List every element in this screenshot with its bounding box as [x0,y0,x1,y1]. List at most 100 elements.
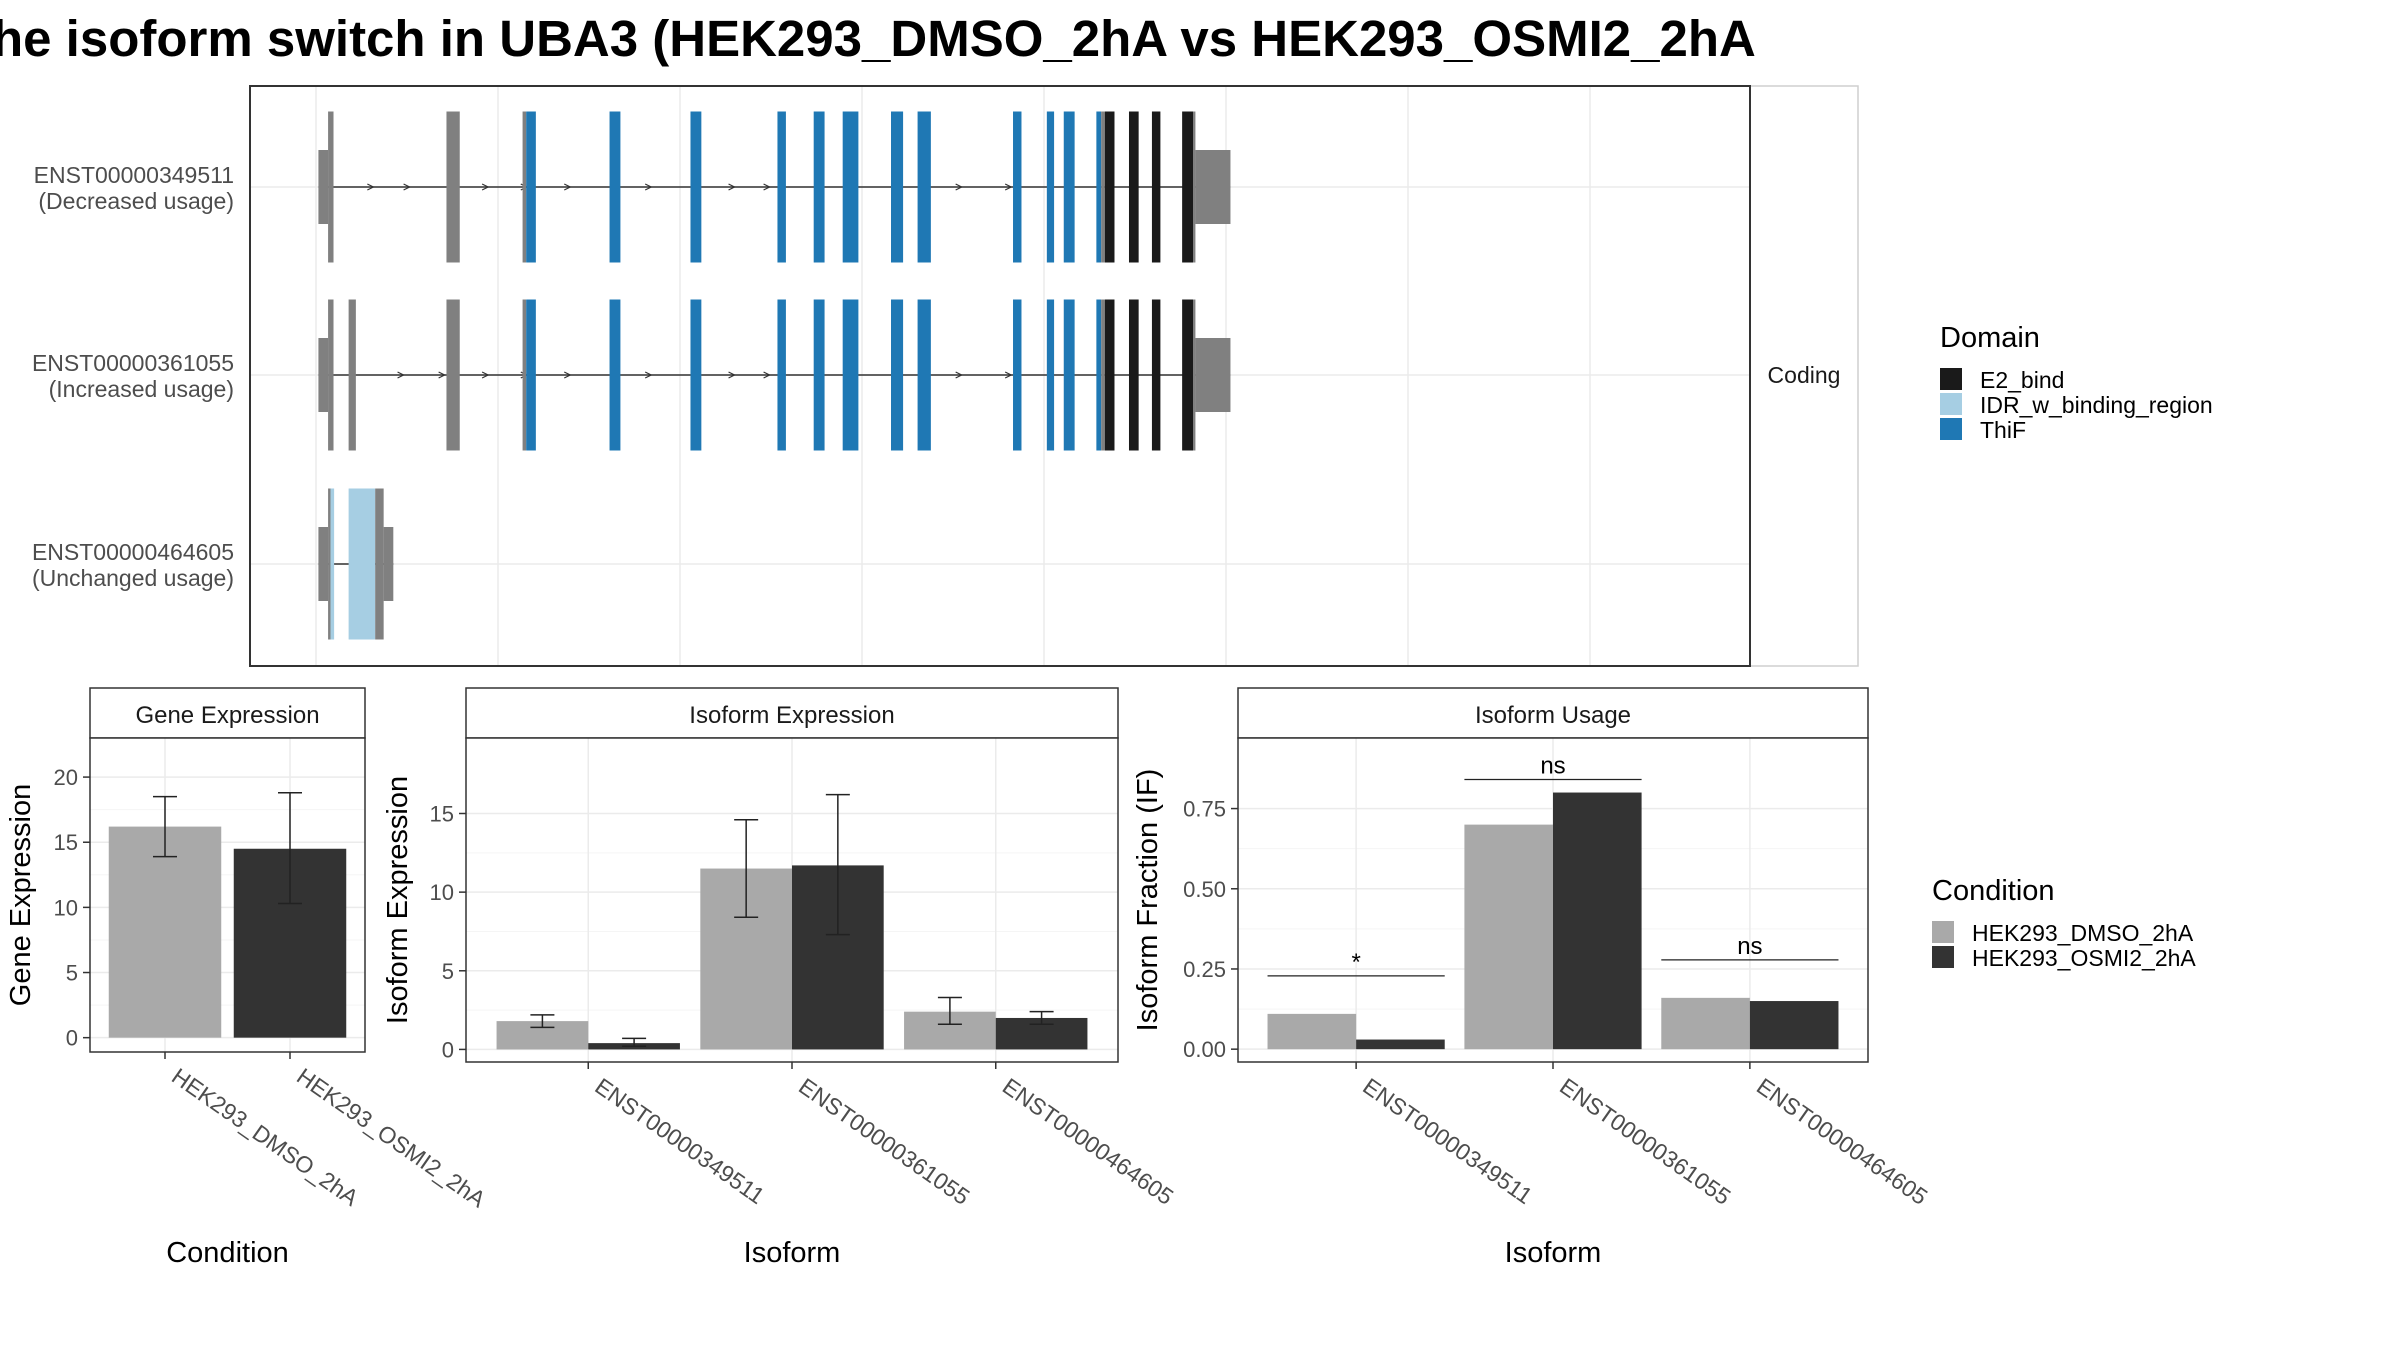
figure-title: he isoform switch in UBA3 (HEK293_DMSO_2… [0,10,1756,67]
intron-arrow [1004,371,1013,379]
exon-ThiF [917,111,931,263]
intron-arrow [955,183,963,191]
facet-strip [1749,85,1859,667]
y-tick-label: 10 [430,880,454,905]
transcript-ENST00000464605 [318,488,394,640]
exon-utr [1195,150,1231,224]
condition-legend-label: HEK293_OSMI2_2hA [1972,945,2196,971]
x-axis-title: Isoform [744,1237,841,1269]
exon-ThiF [1013,111,1022,263]
x-axis-title: Isoform [1505,1237,1602,1269]
exon-IDR_w_binding_region [330,488,335,640]
panel-border [89,737,366,1053]
exon-ThiF [1013,299,1022,451]
x-axis-title: Condition [166,1237,289,1269]
exon-E2_bind [1182,299,1194,451]
panel-strip-title: Gene Expression [135,702,319,729]
domain-legend-label: ThiF [1980,417,2026,443]
exon-utr [318,150,329,224]
panel-isoform-usage: Isoform Usage * ns ns 0.00 0.25 0.50 0.75 ENST00… [1132,687,1932,1269]
exon-ThiF [813,111,825,263]
exon-cds [522,111,527,263]
exon-cds [1193,111,1196,263]
exon-cds [328,299,334,451]
intron-arrow [563,371,572,379]
exon-E2_bind [1151,111,1161,263]
significance-label: * [1351,949,1360,976]
exon-ThiF [609,111,621,263]
x-tick-label: ENST00000361055 [1555,1073,1735,1210]
domain-legend-label: E2_bind [1980,367,2064,393]
exon-cds [375,488,384,640]
y-axis-title: Isoform Expression [382,776,414,1024]
exon-cds [328,111,334,263]
intron-arrow [644,183,653,191]
exon-E2_bind [1104,299,1115,451]
y-tick-label: 10 [54,895,78,920]
bar [1553,792,1642,1050]
y-tick-label: 15 [54,830,78,855]
intron-arrow [397,371,405,379]
exon-ThiF [1096,111,1102,263]
exon-ThiF [690,299,702,451]
structure-panel-border [249,85,1751,667]
y-axis-title: Gene Expression [5,784,37,1006]
exon-cds [328,488,331,640]
intron-arrow [644,371,653,379]
x-tick-label: ENST00000349511 [590,1073,769,1209]
exon-cds [1101,111,1105,263]
exon-ThiF [813,299,825,451]
transcript-usage-label: (Unchanged usage) [32,565,234,591]
exon-ThiF [526,299,536,451]
bar [1267,1013,1357,1050]
exon-ThiF [1046,299,1055,451]
exon-ThiF [609,299,621,451]
significance-label: ns [1540,753,1565,780]
y-tick-label: 0.75 [1183,797,1226,822]
intron-arrow [1004,183,1013,191]
exon-E2_bind [1128,299,1139,451]
exon-ThiF [526,111,536,263]
intron-arrow [481,183,490,191]
transcript-usage-label: (Increased usage) [49,376,234,402]
domain-legend-label: IDR_w_binding_region [1980,392,2213,418]
x-tick-label: ENST00000464605 [998,1073,1178,1210]
domain-legend-key [1940,418,1962,440]
exon-ThiF [917,299,931,451]
exon-E2_bind [1104,111,1115,263]
intron-arrow [763,371,771,379]
exon-utr [318,338,329,412]
panel-strip-title: Isoform Expression [689,702,894,729]
facet-strip-label: Coding [1768,362,1841,388]
exon-IDR_w_binding_region [348,488,376,640]
y-tick-label: 0.00 [1183,1037,1226,1062]
structure-panel-bg [250,86,1750,666]
panel-strip [89,687,366,739]
transcript-ENST00000349511 [318,111,1231,263]
exon-ThiF [777,299,786,451]
transcript-ENST00000361055 [318,299,1231,451]
x-tick-label: ENST00000361055 [794,1073,974,1210]
intron-arrow [438,371,446,379]
exon-utr [1195,338,1231,412]
transcript-usage-label: (Decreased usage) [38,188,234,214]
y-tick-label: 5 [66,961,78,986]
exon-ThiF [842,111,859,263]
exon-ThiF [842,299,859,451]
exon-cds [522,299,527,451]
exon-ThiF [1096,299,1102,451]
domain-legend-key [1940,368,1962,390]
exon-ThiF [891,111,904,263]
x-tick-label: ENST00000349511 [1358,1073,1537,1209]
exon-cds [1193,299,1196,451]
y-tick-label: 20 [54,765,78,790]
bar [1464,824,1553,1050]
exon-cds [1101,299,1105,451]
exon-ThiF [1046,111,1055,263]
condition-legend-key [1932,921,1954,943]
y-tick-label: 0.25 [1183,957,1226,982]
bar [1661,997,1750,1050]
exon-ThiF [891,299,904,451]
